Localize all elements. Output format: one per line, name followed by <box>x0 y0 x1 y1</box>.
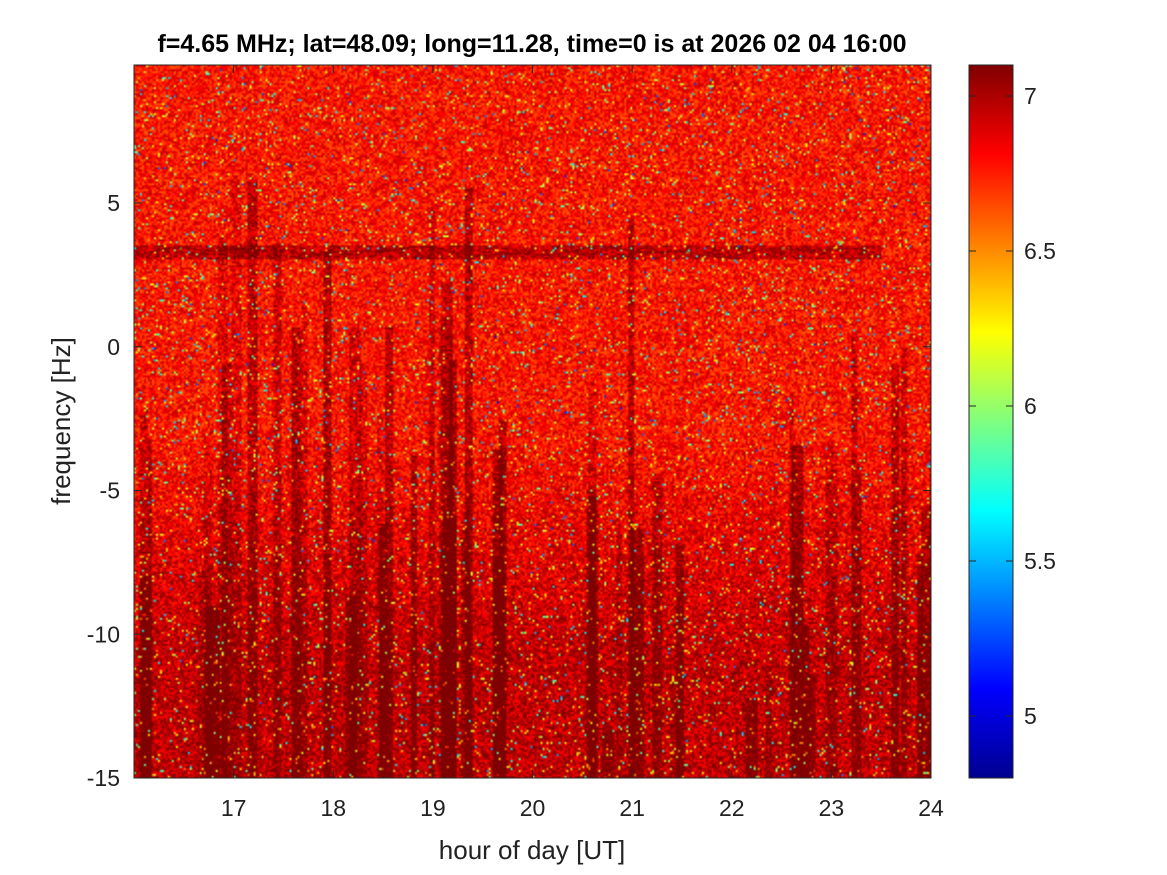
colorbar-tick-label: 7 <box>1024 83 1037 109</box>
x-tick-label: 17 <box>221 795 247 821</box>
doppler-trace <box>134 245 876 259</box>
colorbar-tick-label: 5 <box>1024 703 1037 729</box>
plot-area <box>133 64 932 779</box>
colorbar: 5 5.5 6 6.5 7 <box>968 64 1056 779</box>
y-tick-label: -10 <box>87 621 120 647</box>
x-tick-label: 23 <box>819 795 845 821</box>
colorbar-tick-label: 5.5 <box>1024 548 1056 574</box>
x-axis-ticks: 17 18 19 20 21 22 23 24 <box>221 65 944 821</box>
x-tick-label: 20 <box>520 795 546 821</box>
x-tick-label: 22 <box>719 795 745 821</box>
y-axis-ticks: -15 -10 -5 0 5 <box>87 190 931 791</box>
x-tick-label: 19 <box>420 795 446 821</box>
y-tick-label: -5 <box>100 478 120 504</box>
y-tick-label: 5 <box>107 190 120 216</box>
x-axis-label: hour of day [UT] <box>439 835 625 865</box>
colorbar-tick-label: 6 <box>1024 393 1037 419</box>
y-tick-label: 0 <box>107 334 120 360</box>
x-tick-label: 24 <box>918 795 944 821</box>
doppler-trace-line <box>134 245 876 259</box>
x-tick-label: 21 <box>619 795 645 821</box>
heatmap-image <box>134 65 931 778</box>
colorbar-ticks: 5 5.5 6 6.5 7 <box>969 83 1056 729</box>
y-axis-label: frequency [Hz] <box>46 337 76 505</box>
colorbar-gradient <box>969 65 1013 778</box>
colorbar-tick-label: 6.5 <box>1024 238 1056 264</box>
y-tick-label: -15 <box>87 765 120 791</box>
colorbar-frame <box>968 64 1014 779</box>
chart-title: f=4.65 MHz; lat=48.09; long=11.28, time=… <box>157 30 906 58</box>
x-tick-label: 18 <box>320 795 346 821</box>
